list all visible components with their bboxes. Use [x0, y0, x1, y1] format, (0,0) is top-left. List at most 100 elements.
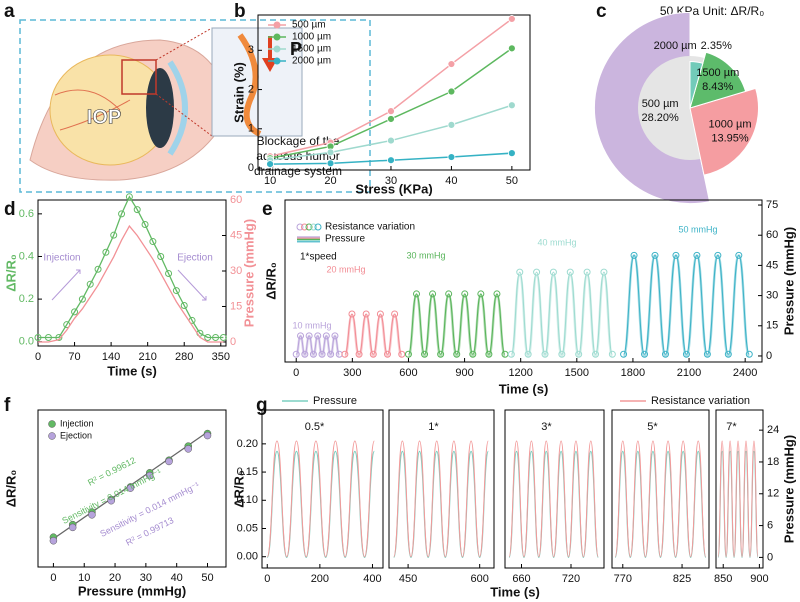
point	[322, 332, 330, 340]
y2-tick-label: 30	[766, 289, 778, 301]
point	[145, 471, 154, 480]
point	[453, 350, 461, 358]
plot-frame	[37, 409, 227, 568]
y-tick-label: 0.2	[19, 293, 34, 305]
point	[165, 457, 173, 466]
x-tick-label: 0	[50, 572, 56, 584]
y-tick-label: 0.15	[237, 466, 258, 478]
point	[362, 310, 370, 318]
point	[672, 251, 680, 259]
point	[421, 350, 429, 358]
point	[172, 287, 180, 295]
y-axis-label: ΔR/R₀	[3, 254, 18, 292]
x-tick-label: 720	[562, 573, 580, 585]
x-tick-label: 350	[212, 351, 230, 363]
y-axis-label: Strain (%)	[231, 62, 246, 123]
panel-title: 5*	[647, 421, 658, 433]
point	[413, 290, 421, 298]
annotation: Ejection	[177, 253, 213, 264]
x-tick-label: 50	[506, 175, 518, 187]
x-tick-label: 50	[201, 572, 213, 584]
x-tick-label: 210	[138, 351, 156, 363]
point	[387, 107, 395, 116]
panel-label: b	[234, 1, 246, 22]
y-tick-label: 0	[248, 162, 254, 174]
x-axis-label: Time (s)	[499, 381, 549, 396]
point	[71, 308, 79, 316]
point	[641, 350, 649, 358]
y2-tick-label: 0	[230, 336, 236, 348]
plot-frame	[37, 199, 227, 347]
point	[331, 332, 339, 340]
pie-slice	[689, 61, 704, 109]
x-tick-label: 450	[399, 573, 417, 585]
annotation: Injection	[43, 253, 80, 264]
x-tick-label: 20	[324, 175, 336, 187]
plot-frame	[611, 409, 710, 569]
legend-marker	[48, 420, 56, 428]
point	[630, 251, 638, 259]
point	[592, 350, 600, 358]
point	[477, 290, 485, 298]
legend-label: Pressure	[325, 234, 365, 245]
ejection-arrow	[177, 269, 207, 301]
legend-label: 1000 µm	[292, 32, 331, 43]
point	[398, 350, 406, 358]
plot-frame	[257, 14, 531, 171]
point	[110, 231, 118, 239]
pressure-line	[614, 450, 707, 558]
point	[447, 87, 456, 96]
y-tick-label: 0.00	[237, 551, 258, 563]
point	[86, 280, 94, 288]
point	[34, 333, 42, 341]
x-tick-label: 40	[445, 175, 457, 187]
point	[507, 15, 516, 23]
y2-tick-label: 45	[766, 259, 778, 271]
y-axis-label: ΔR/R₀	[231, 470, 246, 508]
legend-label: 2000 µm	[292, 56, 331, 67]
x-tick-label: 10	[264, 175, 276, 187]
point	[391, 310, 399, 318]
panel-title: 0.5*	[305, 421, 325, 433]
x-tick-label: 825	[673, 573, 691, 585]
point	[68, 523, 77, 532]
y2-tick-label: 0	[766, 350, 772, 362]
point	[724, 350, 732, 358]
legend-marker	[305, 223, 313, 231]
point	[507, 149, 516, 158]
y2-axis-label: Pressure (mmHg)	[781, 435, 796, 543]
zoom-line	[155, 27, 213, 61]
legend-label: 500 µm	[292, 20, 326, 31]
pressure-line	[508, 450, 599, 558]
drainage	[237, 33, 262, 137]
point	[651, 251, 659, 259]
point	[376, 310, 384, 318]
point	[203, 431, 212, 440]
vessels	[54, 89, 131, 131]
legend-marker	[48, 432, 56, 440]
point	[44, 333, 52, 341]
point	[447, 120, 456, 129]
x-tick-label: 2400	[733, 367, 757, 379]
x-tick-label: 0	[264, 573, 270, 585]
y-tick-label: 3	[248, 44, 254, 56]
x-tick-label: 200	[311, 573, 329, 585]
point	[387, 156, 395, 165]
x-tick-label: 1800	[621, 367, 645, 379]
plot-frame	[261, 409, 384, 569]
point	[184, 445, 192, 453]
legend-label: Ejection	[60, 430, 92, 440]
point	[94, 265, 102, 273]
panel-title: 3*	[541, 421, 552, 433]
point	[125, 193, 133, 201]
legend-label: Resistance variation	[651, 395, 750, 407]
resistance-line	[614, 440, 707, 558]
iris	[146, 68, 174, 148]
point	[558, 350, 566, 358]
slice-value: 2.35%	[701, 40, 732, 52]
resistance-line	[510, 271, 613, 355]
pie-slice	[689, 51, 747, 109]
pressure-line	[622, 254, 751, 358]
x-tick-label: 400	[363, 573, 381, 585]
